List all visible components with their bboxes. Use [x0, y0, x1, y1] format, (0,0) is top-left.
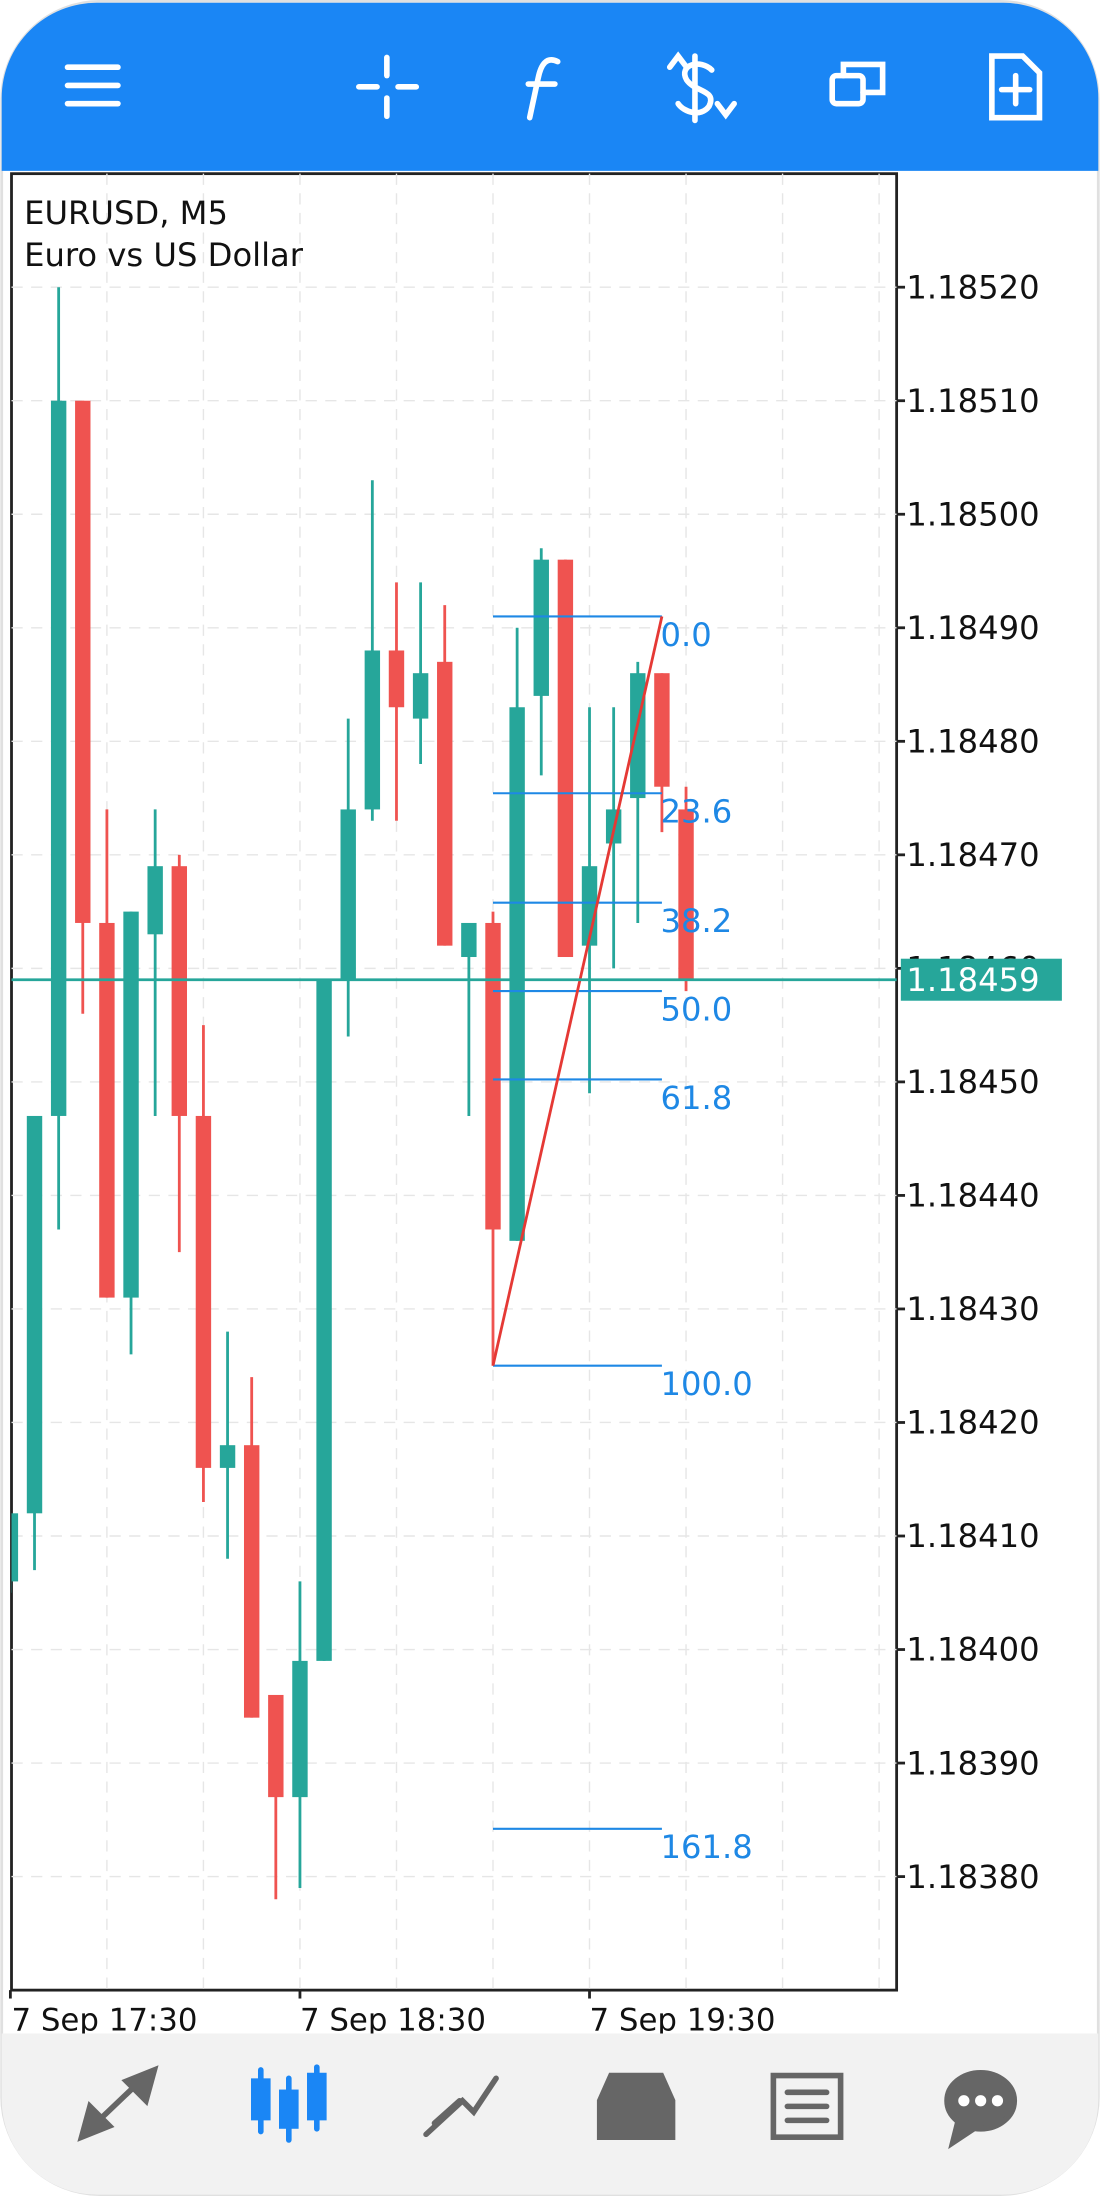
- y-tick-label: 1.18410: [906, 1517, 1039, 1555]
- chart-title: EURUSD, M5: [24, 194, 228, 232]
- x-tick-label: 7 Sep 18:30: [300, 2003, 486, 2039]
- candle-body: [654, 673, 670, 787]
- x-tick-label: 7 Sep 17:30: [12, 2003, 198, 2039]
- fib-label: 100.0: [661, 1365, 753, 1403]
- y-tick-label: 1.18450: [906, 1063, 1039, 1101]
- windows-button[interactable]: [829, 61, 886, 107]
- candle-body: [388, 650, 405, 708]
- fib-label: 61.8: [661, 1079, 733, 1117]
- candle-body: [195, 1115, 212, 1468]
- indicators-button[interactable]: [525, 57, 561, 121]
- trade-button[interactable]: [666, 51, 737, 124]
- candle-body: [50, 400, 67, 1116]
- chat-dot: [958, 2095, 970, 2107]
- trade-tab[interactable]: [423, 2075, 499, 2138]
- menu-button[interactable]: [64, 64, 121, 107]
- candles: [11, 287, 694, 1900]
- candle-body: [630, 673, 646, 799]
- news-tab[interactable]: [770, 2072, 844, 2140]
- candle-body: [340, 809, 356, 980]
- y-tick-label: 1.18400: [906, 1631, 1039, 1669]
- candle-body: [533, 559, 549, 696]
- current-price-label: 1.18459: [906, 961, 1039, 999]
- candle-body: [243, 1445, 260, 1718]
- y-tick-label: 1.18490: [906, 609, 1039, 647]
- overlay: 0.0 23.6 38.2 50.0 61.8 100.0 161.8 1.18459: [11, 615, 1062, 1866]
- y-tick-label: 1.18500: [906, 495, 1039, 533]
- y-tick-label: 1.18510: [906, 382, 1039, 420]
- fib-label: 0.0: [661, 616, 712, 654]
- candle-body: [412, 673, 429, 719]
- candle-body: [268, 1694, 284, 1798]
- chart-subtitle: Euro vs US Dollar: [24, 236, 304, 274]
- fib-label: 38.2: [661, 902, 733, 940]
- candle-body: [461, 922, 477, 958]
- candle-body: [11, 1513, 19, 1582]
- candle-body: [99, 922, 115, 1298]
- candle-body: [557, 559, 574, 958]
- candle-body: [509, 707, 525, 1241]
- y-tick-label: 1.18390: [906, 1744, 1039, 1782]
- candle-body: [123, 911, 139, 1298]
- candle-body: [437, 661, 453, 946]
- fib-label: 161.8: [661, 1828, 753, 1866]
- history-tab[interactable]: [596, 2072, 676, 2140]
- candle-body: [485, 922, 501, 1230]
- y-tick-label: 1.18380: [906, 1858, 1039, 1896]
- candle-body: [219, 1445, 236, 1468]
- y-tick-label: 1.18470: [906, 836, 1039, 874]
- chat-dot: [991, 2095, 1004, 2107]
- fib-label: 23.6: [661, 793, 733, 831]
- new-order-button[interactable]: [989, 53, 1043, 121]
- candle-body: [171, 866, 188, 1116]
- candle-body: [75, 400, 91, 923]
- y-tick-label: 1.18480: [906, 723, 1039, 761]
- chart-tab[interactable]: [250, 2064, 327, 2143]
- y-tick-label: 1.18520: [906, 268, 1039, 306]
- crosshair-button[interactable]: [356, 54, 420, 120]
- x-tick-label: 7 Sep 19:30: [590, 2003, 776, 2039]
- y-tick-label: 1.18430: [906, 1290, 1039, 1328]
- current-price-box: [900, 958, 1062, 1001]
- candle-body: [147, 866, 163, 935]
- candle-body: [678, 809, 694, 980]
- quotes-tab[interactable]: [77, 2065, 159, 2142]
- fib-trendline: [491, 616, 664, 1367]
- y-tick-label: 1.18420: [906, 1404, 1039, 1442]
- chat-dot: [975, 2095, 987, 2107]
- fib-label: 50.0: [661, 990, 733, 1028]
- candle-body: [292, 1660, 308, 1798]
- bottom-nav: [1, 2033, 1099, 2195]
- candle-body: [364, 650, 381, 810]
- y-tick-label: 1.18440: [906, 1177, 1039, 1215]
- candle-body: [26, 1115, 43, 1514]
- candle-body: [316, 979, 332, 1661]
